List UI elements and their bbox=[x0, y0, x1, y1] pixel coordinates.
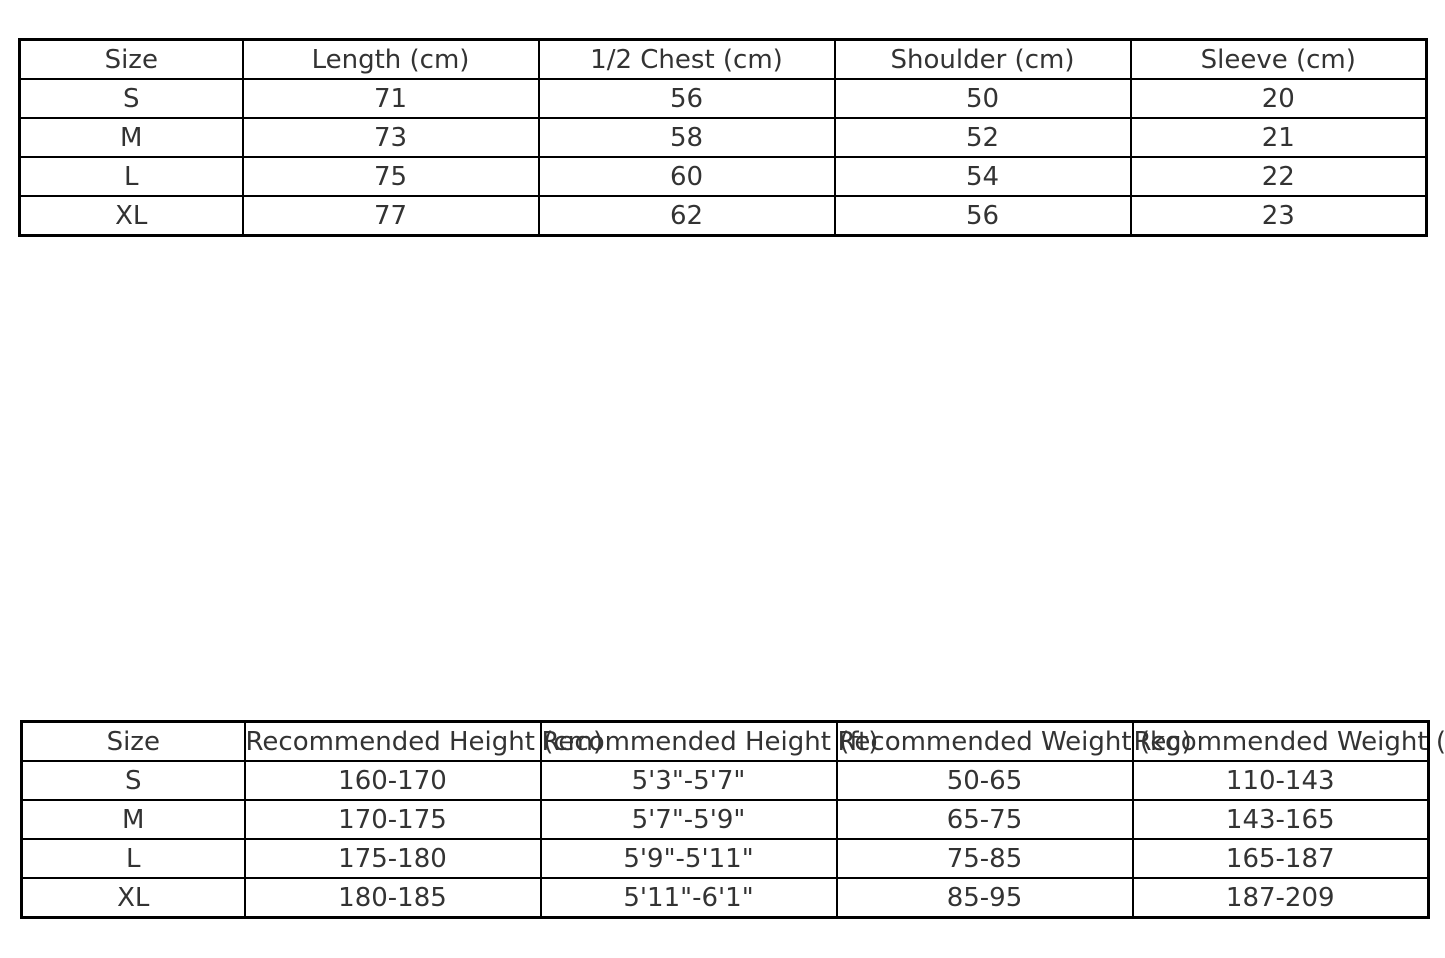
value-cell: 170-175 bbox=[243, 799, 542, 840]
value-cell: 58 bbox=[537, 117, 836, 158]
size-cell: XL bbox=[18, 195, 244, 237]
value-cell: 54 bbox=[833, 156, 1132, 197]
column-header: Shoulder (cm) bbox=[833, 38, 1132, 80]
table-row: M 73 58 52 21 bbox=[18, 117, 1428, 158]
value-cell: 77 bbox=[241, 195, 540, 237]
table-row: S 71 56 50 20 bbox=[18, 78, 1428, 119]
size-cell: M bbox=[18, 117, 244, 158]
value-cell: 175-180 bbox=[243, 838, 542, 879]
value-cell: 5'7"-5'9" bbox=[539, 799, 838, 840]
table-body: S 71 56 50 20 M 73 58 52 21 L 75 60 54 22 XL 77 62 56 23 bbox=[18, 78, 1428, 237]
value-cell: 56 bbox=[537, 78, 836, 119]
value-cell: 5'3"-5'7" bbox=[539, 760, 838, 801]
size-cell: S bbox=[20, 760, 246, 801]
value-cell: 23 bbox=[1129, 195, 1428, 237]
column-header: Length (cm) bbox=[241, 38, 540, 80]
size-cell: S bbox=[18, 78, 244, 119]
recommended-body-size-table: Size Recommended Height (cm) Recommended H… bbox=[20, 720, 1445, 919]
column-header: Recommended Height (ft) bbox=[539, 720, 878, 762]
value-cell: 5'11"-6'1" bbox=[539, 877, 838, 919]
table-row: XL 180-185 5'11"-6'1" 85-95 187-209 bbox=[20, 877, 1430, 919]
column-header: Recommended Weight (lbs) bbox=[1131, 720, 1445, 762]
value-cell: 65-75 bbox=[835, 799, 1134, 840]
value-cell: 75-85 bbox=[835, 838, 1134, 879]
garment-measurement-table: Size Length (cm) 1/2 Chest (cm) Shoulder (c… bbox=[18, 38, 1428, 237]
table-row: XL 77 62 56 23 bbox=[18, 195, 1428, 237]
value-cell: 62 bbox=[537, 195, 836, 237]
value-cell: 75 bbox=[241, 156, 540, 197]
table-row: L 175-180 5'9"-5'11" 75-85 165-187 bbox=[20, 838, 1430, 879]
value-cell: 160-170 bbox=[243, 760, 542, 801]
size-cell: L bbox=[18, 156, 244, 197]
value-cell: 52 bbox=[833, 117, 1132, 158]
header-row: Size Recommended Height (cm) Recommended H… bbox=[20, 720, 1445, 762]
column-header: Size bbox=[20, 720, 246, 762]
value-cell: 73 bbox=[241, 117, 540, 158]
value-cell: 5'9"-5'11" bbox=[539, 838, 838, 879]
value-cell: 180-185 bbox=[243, 877, 542, 919]
column-header: Sleeve (cm) bbox=[1129, 38, 1428, 80]
header-row: Size Length (cm) 1/2 Chest (cm) Shoulder (c… bbox=[18, 38, 1428, 80]
value-cell: 60 bbox=[537, 156, 836, 197]
value-cell: 50-65 bbox=[835, 760, 1134, 801]
table-body: S 160-170 5'3"-5'7" 50-65 110-143 M 170-175 5'7… bbox=[20, 760, 1430, 919]
column-header: Size bbox=[18, 38, 244, 80]
value-cell: 56 bbox=[833, 195, 1132, 237]
value-cell: 110-143 bbox=[1131, 760, 1430, 801]
value-cell: 85-95 bbox=[835, 877, 1134, 919]
table-row: M 170-175 5'7"-5'9" 65-75 143-165 bbox=[20, 799, 1430, 840]
value-cell: 71 bbox=[241, 78, 540, 119]
value-cell: 22 bbox=[1129, 156, 1428, 197]
value-cell: 20 bbox=[1129, 78, 1428, 119]
column-header: 1/2 Chest (cm) bbox=[537, 38, 836, 80]
column-header: Recommended Weight (kg) bbox=[835, 720, 1192, 762]
value-cell: 143-165 bbox=[1131, 799, 1430, 840]
value-cell: 21 bbox=[1129, 117, 1428, 158]
value-cell: 165-187 bbox=[1131, 838, 1430, 879]
size-cell: L bbox=[20, 838, 246, 879]
value-cell: 50 bbox=[833, 78, 1132, 119]
table-row: L 75 60 54 22 bbox=[18, 156, 1428, 197]
table-row: S 160-170 5'3"-5'7" 50-65 110-143 bbox=[20, 760, 1430, 801]
size-cell: XL bbox=[20, 877, 246, 919]
size-cell: M bbox=[20, 799, 246, 840]
column-header: Recommended Height (cm) bbox=[243, 720, 603, 762]
value-cell: 187-209 bbox=[1131, 877, 1430, 919]
